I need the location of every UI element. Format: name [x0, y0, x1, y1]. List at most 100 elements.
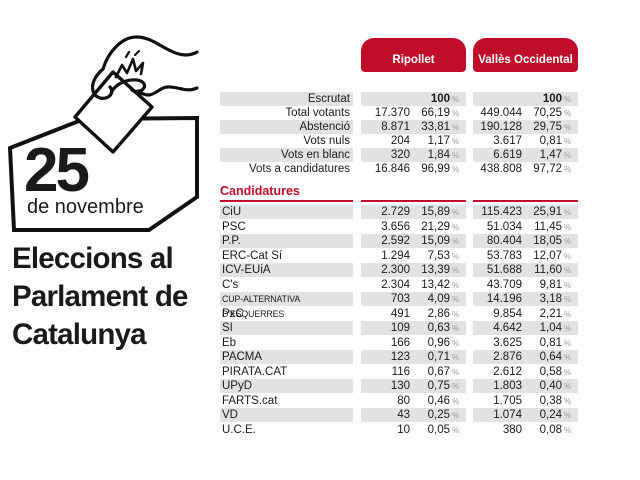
percent-sign: %	[564, 309, 572, 319]
table-row: U.C.E. 10 0,05 % 380 0,08 %	[0, 423, 640, 437]
percent-value: 15,89	[421, 206, 450, 218]
valles-occidental-cell: 449.044 70,25 %	[473, 106, 578, 120]
percent-value: 33,81	[421, 121, 450, 133]
table-row: VD 43 0,25 % 1.074 0,24 %	[0, 408, 640, 422]
valles-occidental-cell: 4.642 1,04 %	[473, 321, 578, 335]
percent-value: 3,18	[539, 293, 562, 305]
table-row: C's 2.304 13,42 % 43.709 9,81 %	[0, 278, 640, 292]
valles-occidental-cell: 3.625 0,81 %	[473, 336, 578, 350]
votes-value: 3.617	[493, 135, 522, 147]
votes-value: 130	[390, 380, 410, 392]
row-label: Total votants	[285, 107, 350, 119]
ripollet-cell: 10 0,05 %	[361, 423, 466, 437]
percent-sign: %	[564, 95, 572, 104]
valles-occidental-cell: 9.854 2,21 %	[473, 307, 578, 321]
percent-sign: %	[564, 222, 572, 232]
percent-sign: %	[452, 123, 460, 132]
percent-sign: %	[564, 425, 572, 435]
votes-value: 380	[502, 423, 522, 436]
valles-occidental-cell: 51.034 11,45 %	[473, 220, 578, 234]
percent-sign: %	[452, 151, 460, 160]
ripollet-cell: 123 0,71 %	[361, 350, 466, 364]
row-label: PxC	[222, 307, 244, 320]
valles-occidental-cell: 6.619 1,47 %	[473, 148, 578, 162]
table-row: Vots a candidatures 16.846 96,99 % 438.8…	[0, 162, 640, 176]
percent-sign: %	[452, 208, 460, 217]
votes-value: 2.612	[493, 365, 522, 378]
percent-value: 4,09	[427, 293, 450, 305]
votes-value: 2.304	[381, 278, 410, 291]
hand-icon	[90, 35, 199, 100]
percent-sign: %	[564, 165, 572, 174]
percent-sign: %	[564, 237, 572, 246]
valles-occidental-cell: 51.688 11,60 %	[473, 263, 578, 277]
valles-occidental-cell: 2.612 0,58 %	[473, 365, 578, 379]
percent-value: 97,72	[533, 163, 562, 175]
votes-value: 53.783	[486, 249, 522, 262]
table-row: PxC 491 2,86 % 9.854 2,21 %	[0, 307, 640, 321]
percent-sign: %	[452, 338, 460, 348]
votes-value: 51.688	[486, 264, 522, 276]
row-label: UPyD	[220, 379, 353, 393]
ripollet-cell: 3.656 21,29 %	[361, 220, 466, 234]
percent-value: 2,21	[539, 307, 562, 320]
table-row: Vots nuls 204 1,17 % 3.617 0,81 %	[0, 134, 640, 148]
ripollet-cell: 100 %	[361, 92, 466, 106]
percent-sign: %	[452, 280, 460, 290]
percent-sign: %	[564, 123, 572, 132]
ballot-box-logo	[7, 35, 199, 232]
ripollet-cell: 1.294 7,53 %	[361, 249, 466, 263]
ripollet-cell: 2.729 15,89 %	[361, 205, 466, 219]
votes-value: 438.808	[480, 163, 522, 175]
percent-value: 0,24	[539, 409, 562, 421]
percent-value: 13,42	[421, 278, 450, 291]
ripollet-cell: 2.300 13,39 %	[361, 263, 466, 277]
table-row: Abstenció 8.871 33,81 % 190.128 29,75 %	[0, 120, 640, 134]
votes-value: 8.871	[381, 121, 410, 133]
table-row: Escrutat 100 % 100 %	[0, 92, 640, 106]
percent-sign: %	[564, 266, 572, 275]
votes-value: 17.370	[374, 107, 410, 119]
table-row: PIRATA.CAT 116 0,67 % 2.612 0,58 %	[0, 365, 640, 379]
percent-sign: %	[452, 137, 460, 146]
percent-value: 0,38	[539, 394, 562, 407]
percent-sign: %	[564, 109, 572, 118]
table-row: P.P. 2.592 15,09 % 80.404 18,05 %	[0, 234, 640, 248]
percent-sign: %	[564, 411, 572, 420]
valles-occidental-cell: 53.783 12,07 %	[473, 249, 578, 263]
percent-sign: %	[452, 95, 460, 104]
logo-day: 25	[24, 136, 90, 205]
row-label: PIRATA.CAT	[222, 365, 288, 378]
page-title: Eleccions al Parlament de Catalunya	[12, 240, 232, 354]
ripollet-cell: 17.370 66,19 %	[361, 106, 466, 120]
percent-sign: %	[452, 324, 460, 333]
percent-sign: %	[564, 208, 572, 217]
percent-sign: %	[564, 151, 572, 160]
percent-sign: %	[564, 137, 572, 146]
table-row: ICV-EUiA 2.300 13,39 % 51.688 11,60 %	[0, 263, 640, 277]
votes-value: 2.729	[381, 206, 410, 218]
row-label: Escrutat	[220, 92, 353, 106]
percent-value: 7,53	[427, 249, 450, 262]
percent-sign: %	[452, 396, 460, 406]
table-row: SI 109 0,63 % 4.642 1,04 %	[0, 321, 640, 335]
valles-occidental-cell: 3.617 0,81 %	[473, 134, 578, 148]
percent-value: 15,09	[421, 235, 450, 247]
tab-ripollet[interactable]: Ripollet	[361, 38, 466, 72]
table-row: PSC 3.656 21,29 % 51.034 11,45 %	[0, 220, 640, 234]
valles-occidental-cell: 1.074 0,24 %	[473, 408, 578, 422]
row-label: C's	[222, 278, 239, 291]
votes-value: 1.705	[493, 394, 522, 407]
votes-value: 9.854	[493, 307, 522, 320]
divider-line	[361, 200, 466, 202]
percent-value: 0,08	[539, 423, 562, 436]
votes-value: 449.044	[480, 107, 522, 119]
tab-valles-occidental[interactable]: Vallès Occidental	[473, 38, 578, 72]
votes-value: 491	[390, 307, 410, 320]
percent-value: 21,29	[421, 220, 450, 233]
percent-value: 11,60	[534, 264, 562, 276]
percent-sign: %	[564, 353, 572, 362]
votes-value: 703	[390, 293, 410, 305]
percent-sign: %	[452, 109, 460, 118]
percent-value: 0,96	[427, 336, 450, 349]
